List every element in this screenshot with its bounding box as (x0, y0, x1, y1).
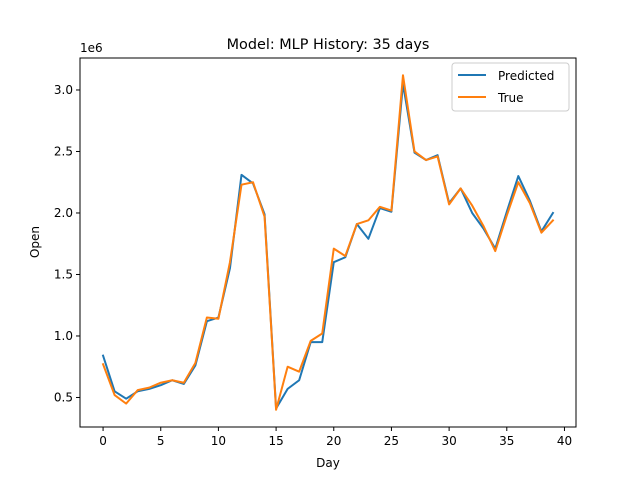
y-tick-label: 2.0 (54, 206, 73, 220)
x-axis-label: Day (316, 456, 340, 470)
x-tick-label: 20 (326, 434, 341, 448)
y-tick-label: 1.5 (54, 267, 73, 281)
x-axis-ticks: 0 5 10 15 20 25 30 35 40 (99, 427, 572, 448)
y-tick-label: 1.0 (54, 329, 73, 343)
chart-title: Model: MLP History: 35 days (227, 37, 430, 53)
y-tick-label: 3.0 (54, 83, 73, 97)
axes-frame (79, 57, 577, 428)
y-offset-label: 1e6 (80, 41, 103, 55)
x-tick-label: 10 (211, 434, 226, 448)
x-tick-label: 40 (557, 434, 572, 448)
series-layer (101, 74, 555, 411)
y-tick-label: 0.5 (54, 390, 73, 404)
legend-label-predicted: Predicted (498, 69, 554, 83)
x-tick-label: 15 (268, 434, 283, 448)
x-tick-label: 35 (499, 434, 514, 448)
x-tick-label: 30 (441, 434, 456, 448)
y-axis-ticks: 0.5 1.0 1.5 2.0 2.5 3.0 (54, 83, 80, 404)
y-tick-label: 2.5 (54, 144, 73, 158)
series-line-true (101, 74, 555, 411)
y-axis-label: Open (28, 226, 42, 258)
x-tick-label: 0 (99, 434, 107, 448)
x-tick-label: 5 (157, 434, 165, 448)
legend-label-true: True (497, 91, 524, 105)
legend: Predicted True (451, 62, 570, 112)
x-tick-label: 25 (384, 434, 399, 448)
plot-area (79, 57, 577, 428)
